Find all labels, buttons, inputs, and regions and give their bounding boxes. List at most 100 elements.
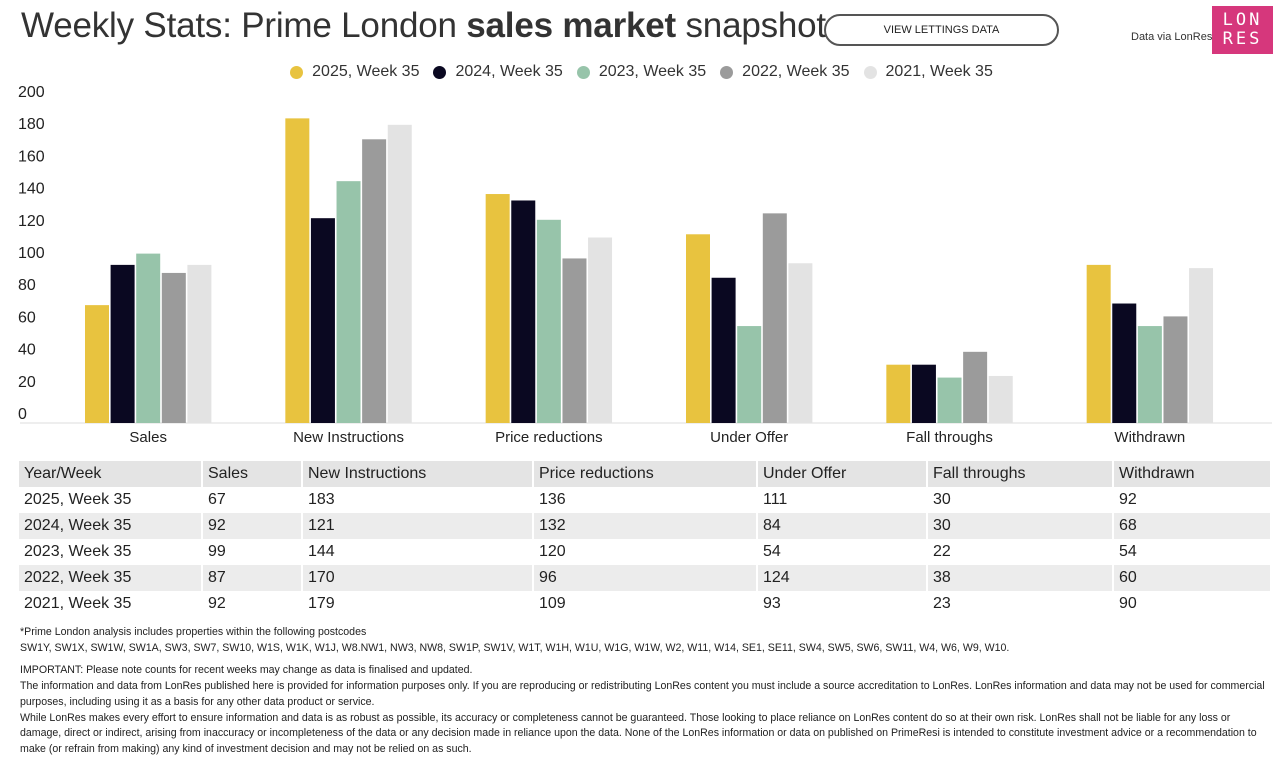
x-category-label: Price reductions (495, 429, 603, 446)
bar[interactable] (85, 305, 109, 423)
x-category-label: Fall throughs (906, 429, 993, 446)
table-cell: 92 (1113, 487, 1272, 513)
bar[interactable] (562, 258, 587, 423)
title-bold: sales market (466, 6, 676, 45)
legend-label: 2021, Week 35 (885, 63, 993, 80)
legend-swatch-icon (290, 65, 304, 79)
table-cell: 30 (927, 487, 1114, 513)
table-header-cell: Under Offer (757, 461, 928, 487)
bar[interactable] (1189, 268, 1214, 423)
table-cell: 109 (533, 591, 758, 617)
bar[interactable] (362, 139, 387, 424)
bar[interactable] (762, 213, 787, 423)
title-prefix: Weekly Stats: Prime London (21, 6, 467, 45)
bar[interactable] (788, 263, 813, 423)
legend-item[interactable]: 2022, Week 35 (720, 63, 850, 81)
table-cell: 170 (302, 565, 534, 591)
table-cell: 68 (1113, 513, 1272, 539)
legend-swatch-icon (433, 65, 447, 79)
lonres-logo[interactable]: LON RES (1212, 6, 1273, 54)
bar-chart: 0 20 40 60 80 100 120 140 160 180 200 Sales New Inst… (18, 84, 1272, 446)
bar[interactable] (711, 277, 736, 423)
bar[interactable] (686, 234, 710, 423)
y-tick-label: 80 (18, 277, 36, 294)
table-row: 2025, Week 35 67 183 136 111 30 92 (19, 487, 1272, 513)
y-tick-label: 200 (18, 84, 45, 101)
view-lettings-data-button[interactable]: VIEW LETTINGS DATA (824, 14, 1059, 46)
title-suffix: snapshot (675, 6, 827, 45)
x-category-label: New Instructions (293, 429, 404, 446)
bar[interactable] (187, 264, 212, 423)
legend-label: 2022, Week 35 (742, 63, 850, 80)
table-cell: 2021, Week 35 (19, 591, 203, 617)
table-cell: 120 (533, 539, 758, 565)
bar[interactable] (1163, 316, 1188, 423)
table-cell: 121 (302, 513, 534, 539)
logo-line-2: RES (1222, 29, 1263, 49)
table-header-cell: Fall throughs (927, 461, 1114, 487)
bar[interactable] (911, 364, 936, 423)
table-body: 2025, Week 35 67 183 136 111 30 92 2024, Week 3… (19, 487, 1272, 617)
table-header-row: Year/Week Sales New Instructions Price redu… (19, 461, 1272, 487)
table-cell: 183 (302, 487, 534, 513)
bar[interactable] (737, 326, 762, 423)
table-cell: 2024, Week 35 (19, 513, 203, 539)
bar[interactable] (1112, 303, 1137, 423)
y-tick-label: 100 (18, 245, 45, 262)
legend-item[interactable]: 2025, Week 35 (290, 63, 419, 81)
bar[interactable] (285, 118, 310, 423)
bar[interactable] (536, 219, 561, 423)
bar[interactable] (110, 264, 135, 423)
y-tick-label: 160 (18, 148, 45, 165)
disclaimer-liability: While LonRes makes every effort to ensur… (20, 711, 1257, 756)
bar[interactable] (161, 272, 186, 423)
table-cell: 96 (533, 565, 758, 591)
bar[interactable] (511, 200, 536, 423)
bar[interactable] (937, 377, 962, 423)
table-header-cell: New Instructions (302, 461, 534, 487)
logo-line-1: LON (1222, 10, 1263, 30)
table-cell: 111 (757, 487, 928, 513)
legend-item[interactable]: 2021, Week 35 (863, 63, 993, 81)
x-category-label: Sales (129, 429, 167, 446)
bar[interactable] (336, 181, 361, 423)
table-cell: 92 (202, 513, 303, 539)
table-cell: 84 (757, 513, 928, 539)
x-category-label: Withdrawn (1114, 429, 1185, 446)
legend-item[interactable]: 2024, Week 35 (433, 63, 563, 81)
important-note: IMPORTANT: Please note counts for recent… (20, 663, 473, 676)
table-cell: 136 (533, 487, 758, 513)
bar[interactable] (387, 124, 412, 423)
bar[interactable] (963, 351, 988, 423)
table-header-cell: Year/Week (19, 461, 203, 487)
table-header-cell: Withdrawn (1113, 461, 1272, 487)
bar[interactable] (136, 253, 161, 423)
y-tick-label: 40 (18, 342, 36, 359)
bar[interactable] (1137, 326, 1162, 423)
chart-legend: 2025, Week 35 2024, Week 35 2023, Week 35 2… (0, 63, 1280, 81)
legend-swatch-icon (576, 65, 590, 79)
table-cell: 90 (1113, 591, 1272, 617)
table-cell: 87 (202, 565, 303, 591)
footnotes: *Prime London analysis includes properti… (20, 625, 1270, 758)
table-cell: 60 (1113, 565, 1272, 591)
y-tick-label: 20 (18, 374, 36, 391)
bar[interactable] (310, 218, 335, 423)
legend-swatch-icon (863, 65, 877, 79)
table-header-cell: Price reductions (533, 461, 758, 487)
bar[interactable] (988, 375, 1013, 423)
legend-label: 2023, Week 35 (598, 63, 707, 80)
bar[interactable] (485, 194, 510, 423)
legend-item[interactable]: 2023, Week 35 (576, 63, 707, 81)
bar[interactable] (588, 237, 613, 423)
table-cell: 2025, Week 35 (19, 487, 203, 513)
table-cell: 144 (302, 539, 534, 565)
bar[interactable] (1086, 264, 1111, 423)
postcode-intro: *Prime London analysis includes properti… (20, 626, 367, 638)
table-cell: 2022, Week 35 (19, 565, 203, 591)
bar[interactable] (886, 364, 911, 423)
y-tick-label: 60 (18, 309, 36, 326)
table-cell: 132 (533, 513, 758, 539)
legend-label: 2024, Week 35 (455, 63, 563, 80)
table-row: 2024, Week 35 92 121 132 84 30 68 (19, 513, 1272, 539)
